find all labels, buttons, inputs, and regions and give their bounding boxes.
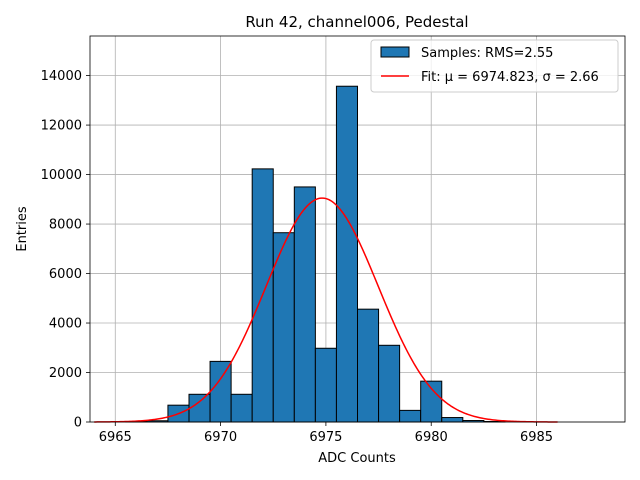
x-tick-label-4: 6985 xyxy=(520,430,553,445)
y-tick-label-5: 10000 xyxy=(41,168,82,183)
x-tick-label-1: 6970 xyxy=(204,430,237,445)
histogram-bar-13 xyxy=(399,409,422,423)
histogram-bar-10 xyxy=(335,85,359,423)
histogram-bar-4 xyxy=(209,360,232,423)
y-axis-ticks: 0 2000 4000 6000 8000 10000 12000 14000 xyxy=(41,69,90,431)
chart-title: Run 42, channel006, Pedestal xyxy=(245,13,468,31)
histogram-bar-9 xyxy=(314,347,337,423)
y-tick-label-1: 2000 xyxy=(49,366,82,381)
histogram-bar-15 xyxy=(441,417,464,423)
legend-entry-fit: Fit: μ = 6974.823, σ = 2.66 xyxy=(421,70,599,85)
x-tick-label-2: 6975 xyxy=(309,430,342,445)
y-axis-label: Entries xyxy=(15,206,30,252)
y-tick-label-4: 8000 xyxy=(49,218,82,233)
histogram-bars xyxy=(125,85,506,423)
histogram-bar-5 xyxy=(230,393,253,423)
legend: Samples: RMS=2.55 Fit: μ = 6974.823, σ =… xyxy=(370,39,619,93)
legend-entry-samples: Samples: RMS=2.55 xyxy=(421,46,553,61)
y-tick-label-3: 6000 xyxy=(49,267,82,282)
histogram-bar-8 xyxy=(293,186,316,423)
y-tick-label-2: 4000 xyxy=(49,317,82,332)
x-axis-label: ADC Counts xyxy=(318,451,396,466)
plot-frame xyxy=(89,35,626,423)
x-tick-label-3: 6980 xyxy=(415,430,448,445)
y-tick-label-6: 12000 xyxy=(41,119,82,134)
gaussian-fit-line xyxy=(94,197,558,423)
histogram-bar-11 xyxy=(357,308,380,423)
x-axis-ticks: 6965 6970 6975 6980 6985 xyxy=(99,422,553,445)
histogram-bar-12 xyxy=(378,344,401,423)
legend-box xyxy=(370,39,619,93)
y-tick-label-0: 0 xyxy=(74,416,82,431)
y-tick-label-7: 14000 xyxy=(41,69,82,84)
x-tick-label-0: 6965 xyxy=(99,430,132,445)
histogram-bar-3 xyxy=(188,393,211,423)
legend-bar-swatch xyxy=(380,46,410,58)
